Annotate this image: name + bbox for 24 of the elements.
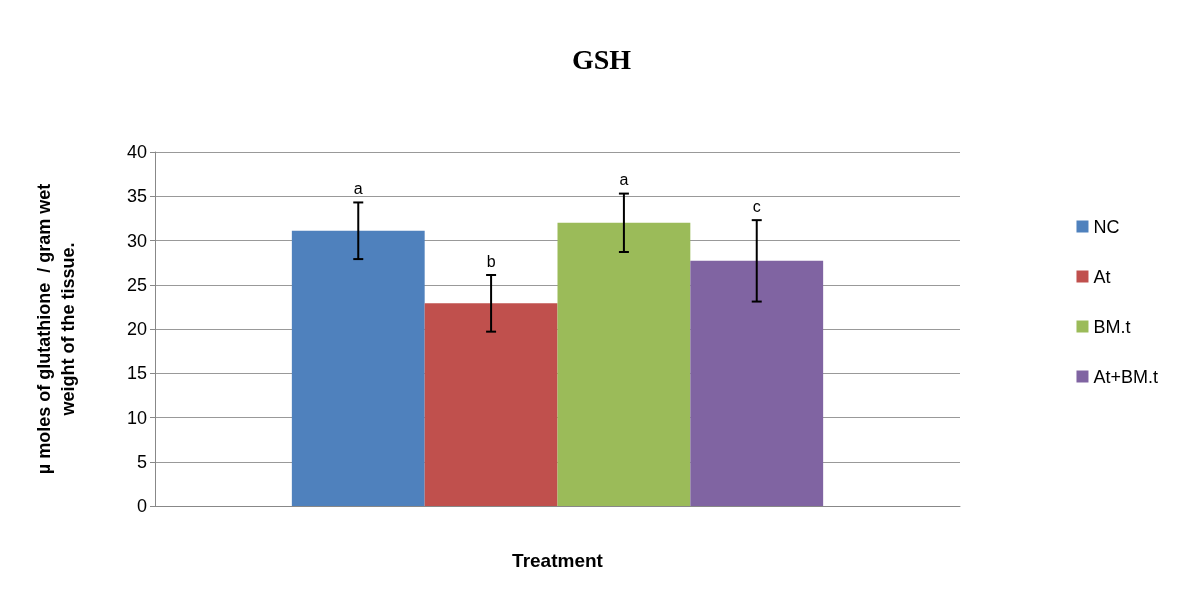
y-axis-title: µ moles of glutathione / gram wet weight of the tissue. bbox=[34, 183, 78, 475]
annotation: b bbox=[486, 252, 496, 270]
x-axis-title: Treatment bbox=[512, 550, 604, 571]
legend-label: BM.t bbox=[1093, 316, 1131, 337]
annotation: c bbox=[752, 197, 761, 215]
y-tick-label: 25 bbox=[126, 274, 147, 295]
annotation: a bbox=[353, 179, 363, 197]
y-tick-label: 20 bbox=[126, 319, 147, 339]
bar bbox=[557, 222, 691, 506]
y-tick-label: 10 bbox=[126, 407, 147, 428]
bar bbox=[424, 303, 558, 506]
bar bbox=[291, 230, 425, 506]
y-tick-label: 15 bbox=[126, 363, 147, 384]
legend-label: At+BM.t bbox=[1093, 366, 1159, 387]
y-tick-label: 30 bbox=[126, 230, 147, 251]
annotation: a bbox=[619, 171, 629, 189]
legend-label: NC bbox=[1093, 216, 1120, 237]
y-tick-label: 5 bbox=[136, 451, 147, 472]
y-tick-label: 40 bbox=[126, 142, 147, 162]
y-tick-label: 0 bbox=[136, 496, 147, 516]
y-tick-label: 35 bbox=[126, 186, 147, 207]
legend-label: At bbox=[1093, 266, 1111, 287]
chart-title: GSH bbox=[571, 43, 632, 75]
bar bbox=[690, 260, 824, 506]
